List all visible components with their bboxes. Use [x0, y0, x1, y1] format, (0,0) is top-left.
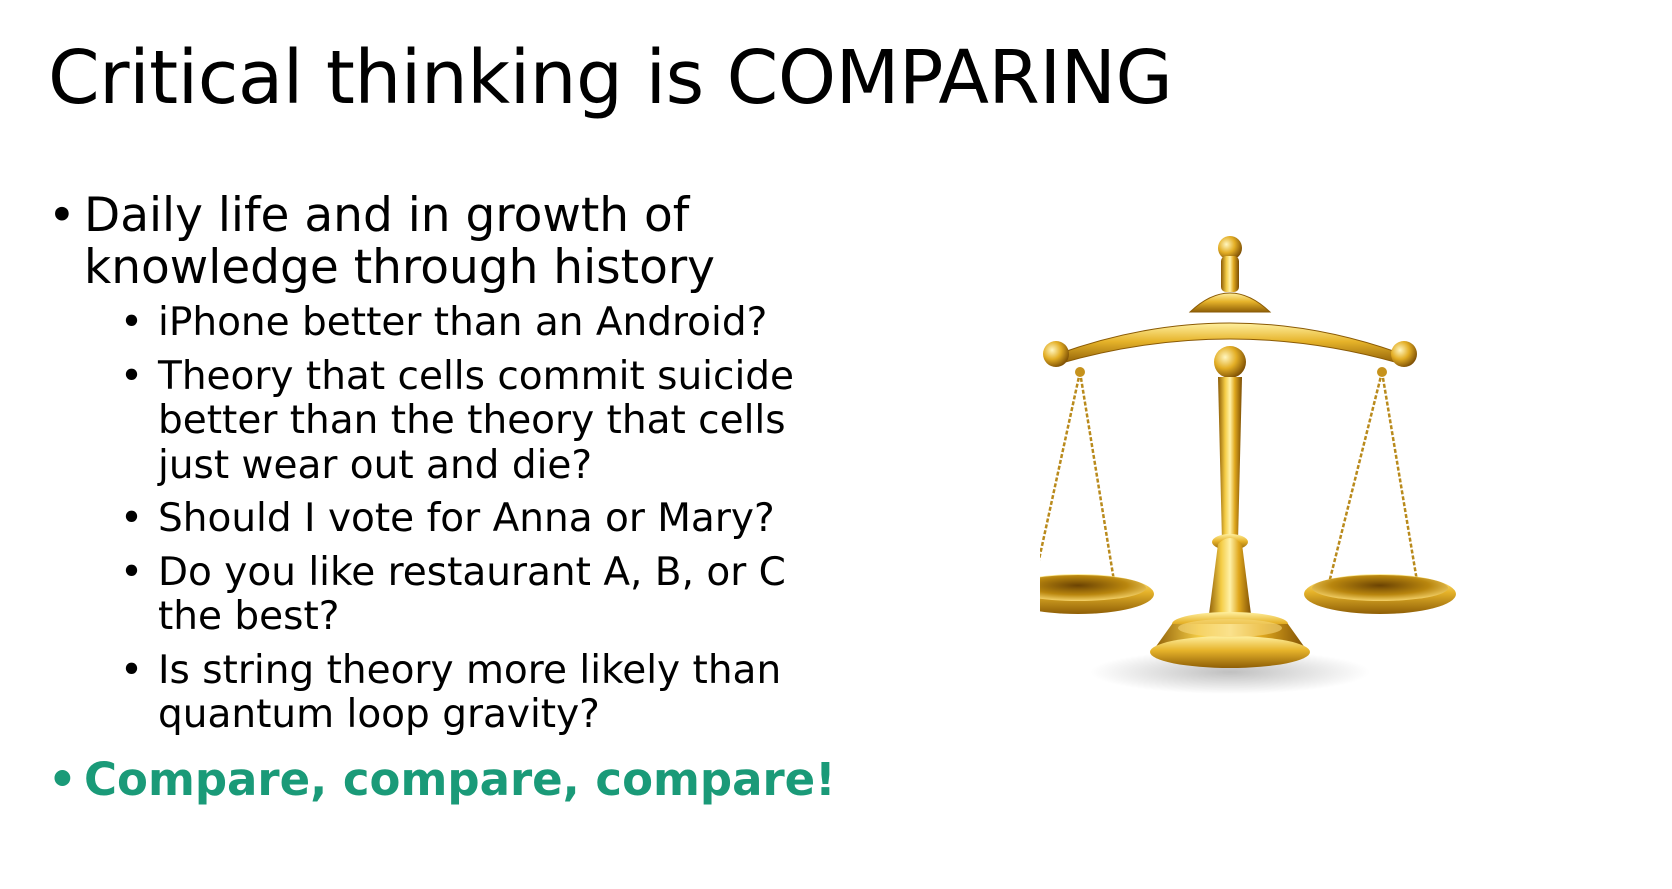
sub-bullet-text: Theory that cells commit suicide better … [158, 353, 795, 488]
list-item: • Daily life and in growth of knowledge … [46, 190, 846, 293]
slide-title: Critical thinking is COMPARING [48, 35, 1173, 121]
bullet-text: Daily life and in growth of knowledge th… [84, 188, 715, 295]
sub-list-item: • Theory that cells commit suicide bette… [46, 353, 846, 488]
bullet-list: • Daily life and in growth of knowledge … [46, 190, 846, 811]
balance-scale-icon [1002, 232, 1580, 752]
bullet-dot: • [120, 353, 144, 399]
sub-list-item: • Do you like restaurant A, B, or C the … [46, 549, 846, 640]
bullet-dot: • [120, 300, 144, 346]
sub-bullet-list: • iPhone better than an Android? • Theor… [46, 300, 846, 738]
sub-list-item: • Is string theory more likely than quan… [46, 647, 846, 738]
list-item-emphasis: • Compare, compare, compare! [46, 755, 846, 805]
sub-bullet-text: Is string theory more likely than quantu… [158, 647, 782, 737]
sub-list-item: • Should I vote for Anna or Mary? [46, 496, 846, 542]
bullet-text: Compare, compare, compare! [84, 753, 836, 807]
bullet-dot: • [120, 549, 144, 595]
sub-bullet-text: iPhone better than an Android? [158, 300, 768, 346]
bullet-dot: • [48, 188, 76, 243]
sub-bullet-text: Should I vote for Anna or Mary? [158, 496, 775, 542]
sub-bullet-text: Do you like restaurant A, B, or C the be… [158, 549, 786, 640]
bullet-dot: • [120, 496, 144, 542]
bullet-dot: • [120, 647, 144, 693]
bullet-dot: • [48, 753, 77, 807]
sub-list-item: • iPhone better than an Android? [46, 300, 846, 346]
